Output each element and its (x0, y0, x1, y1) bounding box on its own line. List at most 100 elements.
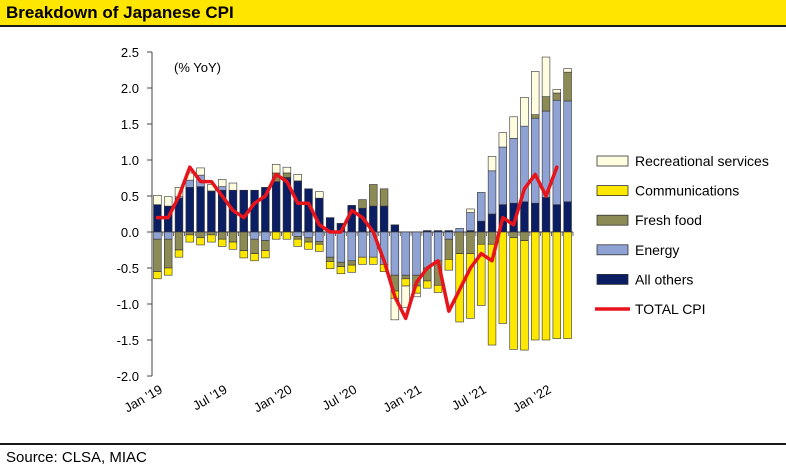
bar-segment-energy (250, 231, 259, 240)
bar-segment-energy (347, 231, 356, 262)
bar-segment-energy (401, 231, 410, 276)
bar-segment-fresh-food (250, 238, 259, 254)
source-note: Source: CLSA, MIAC (6, 449, 147, 466)
bar-segment-communications (164, 267, 173, 276)
x-tick-label: Jan '21 (381, 382, 424, 416)
bar-segment-energy (466, 212, 475, 231)
bar-segment-all-others (271, 181, 281, 233)
legend-label: Fresh food (635, 212, 702, 228)
legend-label: Communications (635, 183, 739, 199)
bar-segment-energy (261, 231, 270, 241)
bar-segment-communications (552, 231, 561, 339)
bar-segment-energy (455, 228, 464, 233)
bar-segment-recreational-services (164, 196, 173, 207)
bar-segment-energy (487, 170, 497, 215)
bar-segment-communications (401, 278, 410, 287)
bar-segment-all-others (477, 220, 486, 233)
bar-segment-fresh-food (444, 238, 454, 260)
bar-segment-communications (347, 264, 356, 273)
x-tick-label: Jul '20 (320, 382, 360, 414)
bar-segment-communications (239, 250, 248, 259)
bar-segment-communications (174, 249, 184, 258)
bar-segment-communications (509, 237, 518, 350)
bar-segment-fresh-food (379, 188, 389, 207)
bar-segment-all-others (250, 189, 259, 233)
bar-segment-fresh-food (477, 231, 486, 245)
bar-segment-energy (531, 117, 540, 204)
x-tick-label: Jul '21 (449, 382, 489, 414)
bar-segment-recreational-services (498, 132, 508, 148)
bar-segment-all-others (293, 180, 302, 233)
bar-segment-energy (153, 231, 162, 240)
bar-segment-communications (282, 231, 292, 240)
chart-bars (153, 56, 572, 351)
bar-segment-all-others (185, 187, 194, 233)
bar-segment-fresh-food (336, 261, 346, 267)
bar-segment-communications (487, 243, 497, 346)
bar-segment-fresh-food (509, 231, 518, 239)
y-tick-label: 2.5 (121, 45, 139, 60)
legend-swatch-communications (596, 185, 629, 197)
bar-segment-recreational-services (217, 179, 227, 187)
bar-segment-fresh-food (520, 231, 529, 241)
bar-segment-communications (369, 256, 378, 265)
bar-segment-communications (250, 253, 259, 262)
bar-segment-all-others (390, 224, 400, 233)
y-tick-label: -0.5 (117, 261, 139, 276)
bar-segment-communications (433, 284, 443, 293)
bar-segment-fresh-food (466, 231, 475, 254)
bar-segment-energy (412, 231, 421, 276)
bar-segment-communications (261, 250, 270, 259)
bar-segment-communications (423, 280, 432, 289)
y-tick-label: 1.5 (121, 117, 139, 132)
x-tick-label: Jan '20 (251, 382, 294, 416)
bar-segment-all-others (531, 202, 540, 233)
bar-segment-fresh-food (164, 238, 173, 269)
bar-segment-fresh-food (228, 231, 238, 243)
bar-segment-energy (390, 231, 400, 276)
legend-label: Recreational services (635, 153, 769, 169)
bar-segment-communications (228, 241, 238, 250)
bar-segment-energy (423, 231, 432, 269)
y-tick-label: 1.0 (121, 153, 139, 168)
bar-segment-fresh-food (455, 231, 464, 254)
bar-segment-fresh-food (369, 184, 378, 207)
bar-segment-fresh-food (196, 231, 205, 239)
bar-segment-fresh-food (304, 237, 313, 243)
bar-segment-all-others (552, 204, 561, 233)
bar-segment-recreational-services (541, 56, 551, 97)
chart-legend: Recreational services Communications Fresh… (595, 153, 769, 317)
bar-segment-fresh-food (358, 199, 367, 209)
bar-segment-communications (336, 266, 346, 275)
bar-segment-fresh-food (315, 241, 324, 245)
legend-label: Energy (635, 242, 679, 258)
bar-segment-recreational-services (563, 68, 572, 73)
bar-segment-communications (541, 231, 551, 341)
bar-segment-communications (207, 234, 216, 243)
bar-segment-all-others (207, 190, 216, 233)
bar-segment-all-others (563, 201, 572, 233)
x-tick-label: Jan '19 (121, 382, 164, 416)
bar-segment-fresh-food (293, 236, 302, 240)
bar-segment-recreational-services (466, 208, 475, 213)
bar-segment-energy (563, 100, 572, 203)
bar-segment-communications (325, 261, 335, 270)
legend-label: TOTAL CPI (635, 301, 706, 317)
bar-segment-recreational-services (531, 71, 540, 115)
bar-segment-fresh-food (531, 114, 540, 119)
bar-segment-communications (531, 231, 540, 341)
bar-segment-communications (563, 231, 572, 339)
y-tick-label: -1.0 (117, 297, 139, 312)
bar-segment-communications (358, 256, 367, 265)
bar-segment-fresh-food (261, 240, 270, 252)
bar-segment-communications (153, 271, 162, 280)
bar-segment-all-others (541, 197, 551, 233)
bar-segment-recreational-services (196, 167, 205, 176)
bar-segment-fresh-food (552, 92, 561, 101)
bar-segment-fresh-food (217, 231, 227, 240)
bar-segment-recreational-services (153, 194, 162, 205)
bar-segment-all-others (379, 205, 389, 233)
x-tick-label: Jan '22 (510, 382, 553, 416)
bar-segment-recreational-services (509, 116, 518, 139)
y-tick-label: 2.0 (121, 81, 139, 96)
